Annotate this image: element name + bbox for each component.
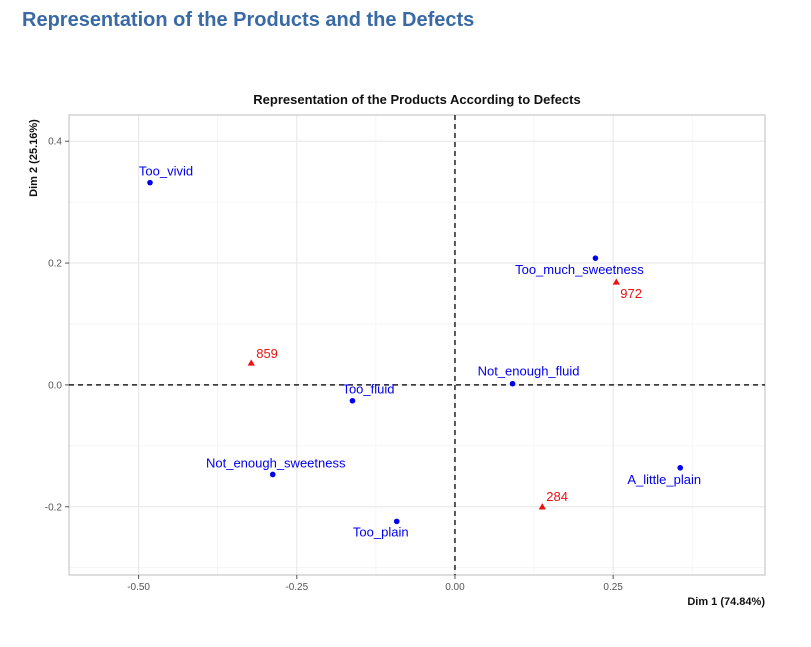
point-label-284: 284 (546, 489, 568, 504)
y-axis-title: Dim 2 (25.16%) (28, 119, 40, 197)
defect-point-not-enough-sweetness (269, 471, 276, 478)
y-tick-label: -0.2 (45, 502, 63, 513)
x-tick-label: -0.50 (127, 582, 150, 593)
x-tick-label: -0.25 (285, 582, 308, 593)
y-tick-label: 0.2 (48, 259, 62, 270)
product-point-284 (538, 503, 546, 510)
point-label-too-much-sweetness: Too_much_sweetness (515, 262, 644, 277)
point-label-too-fluid: Too_fluid (342, 382, 394, 397)
point-label-too-vivid: Too_vivid (139, 164, 193, 179)
plot-panel-border (68, 114, 766, 576)
point-label-859: 859 (256, 346, 278, 361)
defect-point-too-vivid (147, 179, 153, 186)
defect-point-a-little-plain (677, 464, 684, 471)
defect-point-too-much-sweetness (592, 255, 599, 261)
chart-title: Representation of the Products According… (253, 92, 580, 107)
point-label-a-little-plain: A_little_plain (627, 472, 701, 487)
point-label-not-enough-fluid: Not_enough_fluid (478, 364, 580, 379)
point-label-too-plain: Too_plain (353, 524, 409, 539)
x-tick-label: 0.00 (445, 582, 465, 593)
axis-ticks: -0.50 -0.25 0.00 0.25 -0.2 0.0 0.2 0.4 (45, 137, 624, 593)
defect-point-not-enough-fluid (509, 380, 516, 387)
x-axis-title: Dim 1 (74.84%) (687, 596, 765, 608)
y-tick-label: 0.4 (48, 137, 62, 148)
product-point-972 (612, 278, 620, 285)
point-label-not-enough-sweetness: Not_enough_sweetness (206, 455, 346, 470)
x-tick-label: 0.25 (603, 582, 623, 593)
point-label-972: 972 (620, 286, 642, 301)
defect-point-too-plain (393, 518, 400, 525)
reference-lines (69, 115, 765, 575)
grid-layer (69, 115, 765, 575)
product-point-859 (247, 359, 255, 366)
defect-point-too-fluid (349, 397, 356, 404)
page-heading: Representation of the Products and the D… (22, 9, 475, 31)
y-tick-label: 0.0 (48, 380, 62, 391)
data-points: Too_vivid Too_much_sweetness Not_enough_fl… (139, 164, 701, 540)
